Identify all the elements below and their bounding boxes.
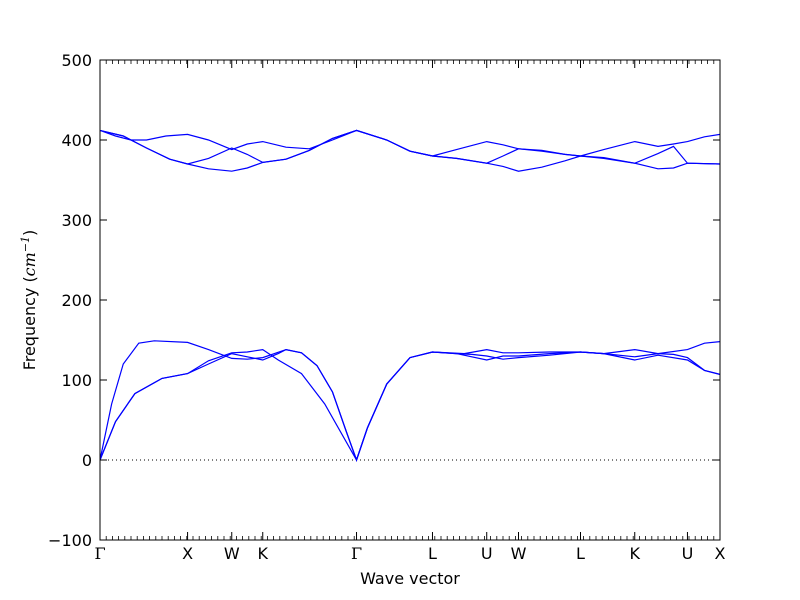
y-tick-label: −100 bbox=[48, 531, 92, 550]
plot-frame bbox=[99, 59, 721, 541]
y-axis-label-text: Frequency ( bbox=[20, 276, 39, 370]
phonon-branch-6 bbox=[100, 129, 720, 157]
y-axis-label-unit: cm bbox=[20, 252, 39, 276]
y-tick-label: 100 bbox=[61, 371, 92, 390]
x-tick-label-7: U bbox=[481, 544, 493, 563]
x-tick-label-8: W bbox=[511, 544, 527, 563]
x-tick-label-10: K bbox=[630, 544, 641, 563]
y-tick-label: 400 bbox=[61, 131, 92, 150]
phonon-branch-2 bbox=[100, 348, 720, 462]
x-tick-label-2: X bbox=[182, 544, 193, 563]
y-tick-label: 300 bbox=[61, 211, 92, 230]
y-axis-label: Frequency (cm−1) bbox=[19, 230, 40, 371]
plot-content bbox=[100, 129, 720, 462]
x-tick-label-3: W bbox=[224, 544, 240, 563]
x-axis-label: Wave vector bbox=[360, 569, 460, 588]
y-tick-label: 200 bbox=[61, 291, 92, 310]
x-tick-label-5: Γ bbox=[351, 544, 362, 563]
y-axis-label-exponent: −1 bbox=[19, 236, 32, 252]
y-tick-label: 500 bbox=[61, 51, 92, 70]
phonon-branch-1 bbox=[100, 348, 720, 462]
x-tick-label-9: L bbox=[576, 544, 585, 563]
phonon-branch-3 bbox=[100, 340, 720, 462]
x-tick-label-1: Γ bbox=[94, 544, 105, 563]
x-tick-label-11: U bbox=[682, 544, 694, 563]
x-tick-label-12: X bbox=[715, 544, 726, 563]
y-axis-label-close: ) bbox=[20, 230, 39, 236]
y-tick-label: 0 bbox=[82, 451, 92, 470]
x-tick-label-6: L bbox=[428, 544, 437, 563]
x-tick-label-4: K bbox=[258, 544, 269, 563]
